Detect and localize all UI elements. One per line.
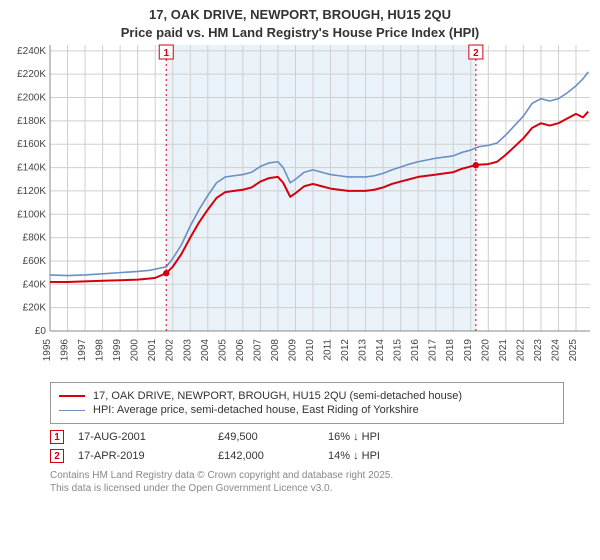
line-chart: £0 £20K £40K £60K £80K £100K £120K £140K £160K £1… (0, 41, 600, 371)
sale-pct: 16% ↓ HPI (328, 431, 380, 443)
svg-text:2010: 2010 (305, 339, 316, 362)
chart-title: 17, OAK DRIVE, NEWPORT, BROUGH, HU15 2QU… (0, 0, 600, 41)
sale-marker: 1 (50, 430, 64, 444)
svg-text:1998: 1998 (95, 339, 106, 362)
svg-text:1996: 1996 (60, 339, 71, 362)
svg-text:2018: 2018 (445, 339, 456, 362)
svg-text:£60K: £60K (23, 256, 47, 267)
sales-table: 1 17-AUG-2001£49,50016% ↓ HPI 2 17-APR-2019… (50, 430, 564, 463)
svg-text:£160K: £160K (17, 139, 46, 150)
title-line-1: 17, OAK DRIVE, NEWPORT, BROUGH, HU15 2QU (0, 6, 600, 24)
legend: 17, OAK DRIVE, NEWPORT, BROUGH, HU15 2QU… (50, 382, 564, 424)
sale-marker: 2 (50, 449, 64, 463)
sale-price: £49,500 (218, 431, 328, 443)
chart-area: £0 £20K £40K £60K £80K £100K £120K £140K £160K £1… (0, 41, 600, 376)
svg-text:1997: 1997 (77, 339, 88, 362)
svg-text:2000: 2000 (130, 339, 141, 362)
svg-text:2025: 2025 (568, 339, 579, 362)
svg-text:1995: 1995 (42, 339, 53, 362)
legend-swatch (59, 395, 85, 397)
legend-label: 17, OAK DRIVE, NEWPORT, BROUGH, HU15 2QU… (93, 390, 462, 402)
svg-text:2012: 2012 (340, 339, 351, 362)
svg-text:2024: 2024 (550, 339, 561, 362)
sale-date: 17-AUG-2001 (78, 431, 218, 443)
svg-text:2006: 2006 (235, 339, 246, 362)
legend-swatch (59, 410, 85, 411)
svg-text:£140K: £140K (17, 163, 46, 174)
legend-label: HPI: Average price, semi-detached house,… (93, 404, 419, 416)
sale-row: 2 17-APR-2019£142,00014% ↓ HPI (50, 449, 564, 463)
svg-text:2013: 2013 (358, 339, 369, 362)
svg-text:2004: 2004 (200, 339, 211, 362)
svg-text:2019: 2019 (463, 339, 474, 362)
svg-text:£180K: £180K (17, 116, 46, 127)
svg-text:2: 2 (473, 48, 479, 59)
legend-item: 17, OAK DRIVE, NEWPORT, BROUGH, HU15 2QU… (59, 390, 555, 402)
footnote-line-2: This data is licensed under the Open Gov… (50, 482, 564, 495)
svg-text:£20K: £20K (23, 303, 47, 314)
svg-text:£200K: £200K (17, 93, 46, 104)
footnote-line-1: Contains HM Land Registry data © Crown c… (50, 469, 564, 482)
svg-text:£0: £0 (35, 326, 47, 337)
svg-text:2003: 2003 (182, 339, 193, 362)
svg-text:1999: 1999 (112, 339, 123, 362)
svg-text:2017: 2017 (428, 339, 439, 362)
svg-text:£100K: £100K (17, 209, 46, 220)
svg-text:£120K: £120K (17, 186, 46, 197)
sale-price: £142,000 (218, 450, 328, 462)
sale-date: 17-APR-2019 (78, 450, 218, 462)
svg-text:1: 1 (163, 48, 169, 59)
svg-text:2020: 2020 (480, 339, 491, 362)
svg-text:2015: 2015 (393, 339, 404, 362)
svg-text:2014: 2014 (375, 339, 386, 362)
svg-text:£80K: £80K (23, 233, 47, 244)
svg-text:2009: 2009 (287, 339, 298, 362)
svg-text:£40K: £40K (23, 279, 47, 290)
title-line-2: Price paid vs. HM Land Registry's House … (0, 24, 600, 42)
svg-text:2016: 2016 (410, 339, 421, 362)
sale-pct: 14% ↓ HPI (328, 450, 380, 462)
svg-text:2001: 2001 (147, 339, 158, 362)
svg-text:2011: 2011 (323, 339, 334, 361)
svg-text:£220K: £220K (17, 69, 46, 80)
svg-text:2005: 2005 (217, 339, 228, 362)
sale-row: 1 17-AUG-2001£49,50016% ↓ HPI (50, 430, 564, 444)
svg-text:2008: 2008 (270, 339, 281, 362)
svg-text:2007: 2007 (252, 339, 263, 362)
footnote: Contains HM Land Registry data © Crown c… (50, 469, 564, 495)
legend-item: HPI: Average price, semi-detached house,… (59, 404, 555, 416)
svg-text:£240K: £240K (17, 46, 46, 57)
svg-text:2021: 2021 (498, 339, 509, 362)
svg-text:2002: 2002 (165, 339, 176, 362)
svg-text:2023: 2023 (533, 339, 544, 362)
svg-text:2022: 2022 (515, 339, 526, 362)
